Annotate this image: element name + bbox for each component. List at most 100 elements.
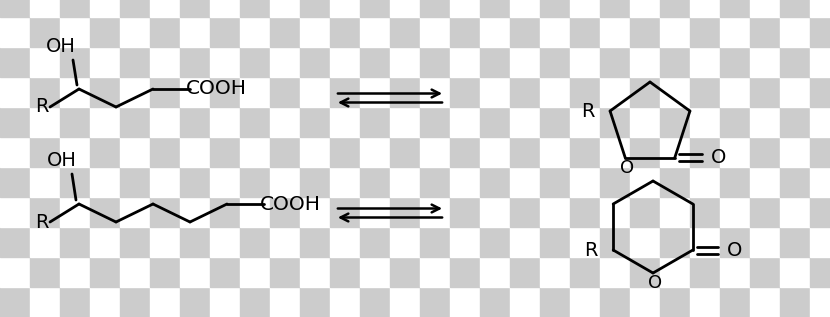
Bar [360,0,390,17]
Bar [810,47,830,77]
Bar [390,167,420,197]
Bar [450,107,480,137]
Bar [210,47,240,77]
Bar [660,167,690,197]
Bar [450,227,480,257]
Bar [0,197,30,227]
Bar [720,0,750,17]
Bar [30,137,60,167]
Bar [240,257,270,287]
Bar [60,287,90,317]
Bar [600,47,630,77]
Bar [480,17,510,47]
Bar [0,167,30,197]
Bar [780,227,810,257]
Bar [120,197,150,227]
Bar [330,137,360,167]
Bar [750,47,780,77]
Bar [60,107,90,137]
Bar [120,227,150,257]
Bar [90,107,120,137]
Bar [720,287,750,317]
Bar [630,47,660,77]
Bar [600,107,630,137]
Bar [120,0,150,17]
Bar [450,137,480,167]
Bar [90,137,120,167]
Bar [660,0,690,17]
Bar [390,227,420,257]
Bar [210,167,240,197]
Bar [300,0,330,17]
Bar [540,107,570,137]
Text: R: R [35,212,49,231]
Bar [540,167,570,197]
Bar [270,0,300,17]
Bar [450,287,480,317]
Bar [810,257,830,287]
Bar [330,167,360,197]
Bar [600,197,630,227]
Bar [150,137,180,167]
Bar [810,17,830,47]
Bar [540,47,570,77]
Bar [330,77,360,107]
Bar [660,257,690,287]
Bar [600,257,630,287]
Bar [690,257,720,287]
Bar [510,107,540,137]
Bar [540,0,570,17]
Bar [210,197,240,227]
Bar [60,167,90,197]
Bar [120,137,150,167]
Bar [60,47,90,77]
Bar [90,227,120,257]
Text: O: O [727,241,743,260]
Bar [360,227,390,257]
Bar [510,227,540,257]
Bar [270,47,300,77]
Bar [750,287,780,317]
Bar [480,257,510,287]
Bar [720,227,750,257]
Bar [0,17,30,47]
Bar [180,0,210,17]
Bar [420,107,450,137]
Bar [450,17,480,47]
Bar [630,287,660,317]
Bar [30,77,60,107]
Bar [810,227,830,257]
Text: OH: OH [46,36,76,55]
Text: COOH: COOH [260,195,320,214]
Bar [150,167,180,197]
Bar [600,227,630,257]
Bar [780,107,810,137]
Bar [480,107,510,137]
Bar [360,77,390,107]
Bar [240,77,270,107]
Bar [240,0,270,17]
Bar [660,287,690,317]
Bar [780,137,810,167]
Bar [60,137,90,167]
Bar [720,17,750,47]
Bar [330,0,360,17]
Bar [720,47,750,77]
Bar [300,287,330,317]
Bar [240,197,270,227]
Bar [420,227,450,257]
Bar [480,77,510,107]
Bar [330,287,360,317]
Bar [570,257,600,287]
Bar [780,47,810,77]
Bar [330,17,360,47]
Bar [360,17,390,47]
Bar [390,77,420,107]
Bar [180,197,210,227]
Bar [660,17,690,47]
Bar [0,287,30,317]
Bar [390,287,420,317]
Bar [0,137,30,167]
Bar [300,197,330,227]
Bar [330,47,360,77]
